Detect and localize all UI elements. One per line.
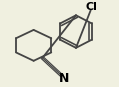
Text: N: N — [59, 72, 69, 85]
Text: Cl: Cl — [86, 2, 98, 12]
